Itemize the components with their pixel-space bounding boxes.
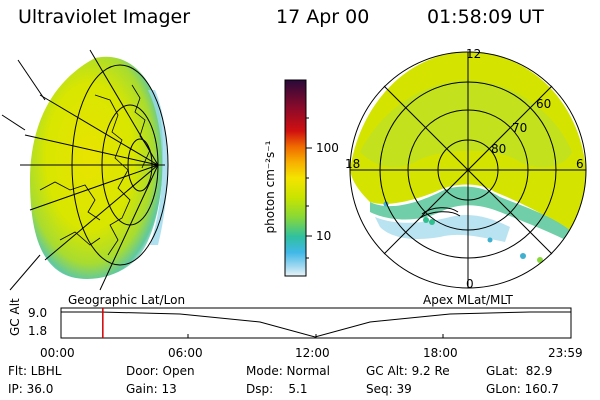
polar-plot: [349, 51, 587, 289]
colorbar-unit-label: photon cm⁻²s⁻¹: [263, 140, 277, 234]
timeline-y-axis-label: GC Alt: [8, 298, 22, 336]
altitude-timeline[interactable]: [60, 306, 574, 340]
status-ip: IP: 36.0: [8, 382, 54, 396]
time-label: 01:58:09 UT: [427, 6, 544, 28]
lat-ring-label-60: 60: [536, 97, 552, 111]
lat-ring-label-80: 80: [491, 142, 507, 156]
timeline-right-label: Apex MLat/MLT: [423, 293, 513, 307]
color-bar: [284, 79, 312, 277]
timeline-x-tick-0600: 06:00: [168, 346, 203, 360]
instrument-title: Ultraviolet Imager: [18, 6, 191, 28]
mlt-label-0: 0: [466, 277, 474, 291]
lat-ring-label-70: 70: [512, 121, 528, 135]
timeline-x-tick-2359: 23:59: [548, 346, 583, 360]
status-seq: Seq: 39: [366, 382, 412, 396]
timeline-left-label: Geographic Lat/Lon: [68, 293, 186, 307]
mlt-label-18: 18: [345, 157, 361, 171]
timeline-y-tick-bottom: 1.8: [28, 324, 48, 338]
timeline-x-tick-0000: 00:00: [40, 346, 75, 360]
status-filter: Flt: LBHL: [8, 364, 62, 378]
status-gain: Gain: 13: [126, 382, 177, 396]
mlt-label-6: 6: [576, 157, 584, 171]
date-label: 17 Apr 00: [276, 6, 370, 28]
status-glat: GLat: 82.9: [486, 364, 553, 378]
status-door: Door: Open: [126, 364, 195, 378]
status-glon: GLon: 160.7: [486, 382, 559, 396]
status-dsp: Dsp: 5.1: [246, 382, 308, 396]
status-mode: Mode: Normal: [246, 364, 330, 378]
colorbar-tick-10: 10: [316, 229, 332, 243]
geographic-globe-image: [1, 49, 169, 291]
mlt-label-12: 12: [466, 47, 482, 61]
timeline-x-tick-1800: 18:00: [423, 346, 458, 360]
timeline-y-tick-top: 9.0: [28, 306, 48, 320]
timeline-x-tick-1200: 12:00: [295, 346, 330, 360]
colorbar-tick-100: 100: [316, 141, 339, 155]
status-gc-alt: GC Alt: 9.2 Re: [366, 364, 450, 378]
